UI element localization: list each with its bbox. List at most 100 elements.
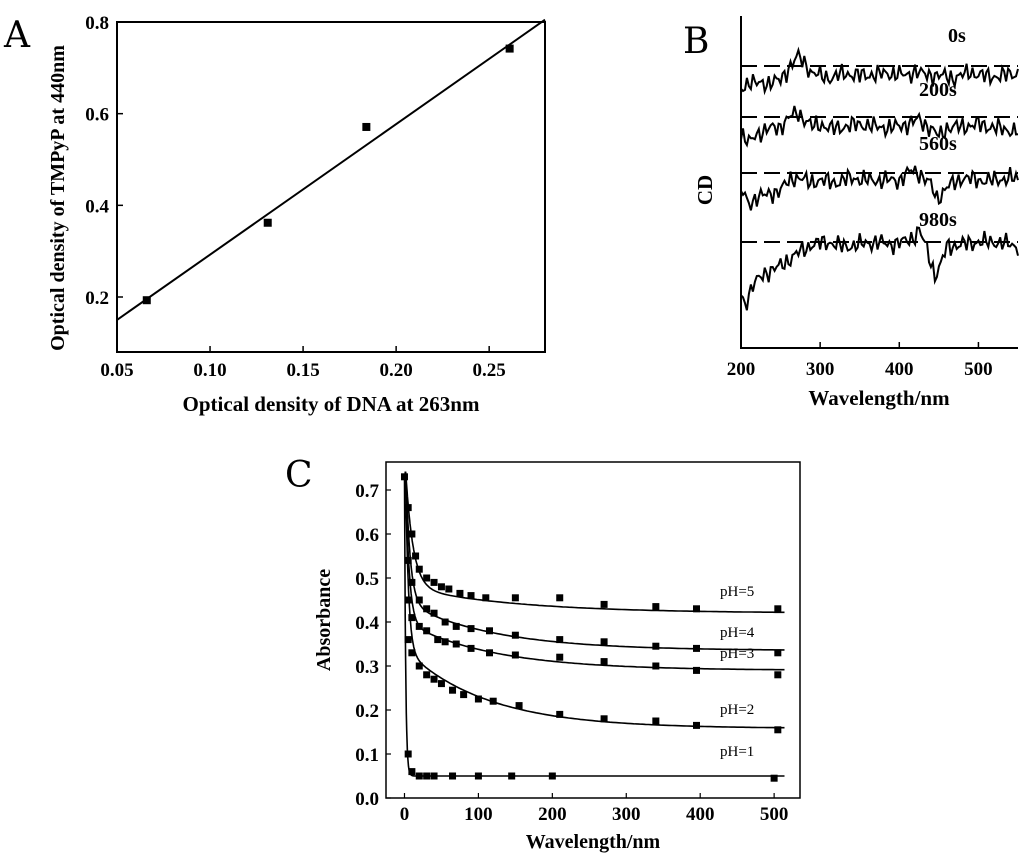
data-point [556, 653, 564, 661]
x-tick-label: 0.15 [286, 360, 319, 381]
trace-label: 0s [948, 25, 966, 47]
panel-c-y-ticks: 0.0 0.1 0.2 0.3 0.4 0.5 0.6 0.7 [355, 481, 391, 810]
data-point [404, 636, 412, 644]
data-point [415, 772, 423, 780]
data-point [774, 649, 782, 657]
data-point [415, 622, 423, 630]
cd-trace [740, 165, 1019, 211]
x-tick-label: 200 [727, 359, 756, 380]
y-tick-label: 0.1 [355, 745, 379, 766]
data-point [511, 594, 519, 602]
data-point [556, 710, 564, 718]
data-point [774, 726, 782, 734]
data-point [263, 218, 272, 227]
panel-c-plot-frame [385, 461, 801, 799]
data-point [505, 44, 514, 53]
y-tick-label: 0.4 [355, 613, 379, 634]
data-point [445, 585, 453, 593]
x-tick-label: 500 [964, 359, 993, 380]
fit-curve [404, 471, 785, 729]
x-tick-label: 100 [464, 804, 493, 825]
panel-b: B 200 300 400 500 0s 200s 560s 980s Wavelength… [683, 16, 1019, 410]
data-point [652, 642, 660, 650]
data-point [142, 296, 151, 305]
data-point [430, 609, 438, 617]
panel-a-plot-frame [116, 21, 546, 353]
trace-label: 980s [919, 209, 957, 231]
fit-curve [404, 471, 785, 651]
data-point [412, 552, 420, 560]
fit-curve [403, 476, 785, 777]
data-point [423, 772, 431, 780]
panel-a-x-axis-title: Optical density of DNA at 263nm [183, 392, 480, 416]
series-label: pH=3 [720, 646, 754, 662]
panel-c-y-axis-title: Absorbance [313, 569, 335, 671]
data-point [486, 627, 493, 635]
data-point [652, 717, 660, 725]
data-point [408, 530, 416, 538]
fit-line [116, 18, 546, 321]
data-point [441, 618, 449, 626]
x-tick-label: 0 [400, 804, 410, 825]
data-point [486, 649, 493, 657]
panel-b-y-axis-title: CD [693, 175, 717, 205]
y-tick-label: 0.6 [355, 525, 379, 546]
data-point [437, 680, 445, 688]
trace-label: 560s [919, 133, 957, 155]
data-point [652, 662, 660, 670]
data-point [693, 721, 700, 729]
data-point [430, 772, 438, 780]
data-point [600, 658, 608, 666]
x-tick-label: 200 [538, 804, 567, 825]
data-point [408, 614, 416, 622]
data-point [467, 625, 475, 633]
x-tick-label: 300 [806, 359, 835, 380]
data-point [556, 636, 564, 644]
data-point [482, 594, 490, 602]
data-point [770, 774, 778, 782]
y-tick-label: 0.5 [355, 569, 379, 590]
y-tick-label: 0.3 [355, 657, 379, 678]
data-point [415, 596, 423, 604]
cd-trace [740, 105, 1019, 148]
data-point [693, 605, 700, 613]
data-point [400, 473, 408, 481]
data-point [404, 750, 412, 758]
data-point [423, 605, 431, 613]
data-point [456, 589, 464, 597]
series-label: pH=5 [720, 584, 754, 600]
data-point [600, 600, 608, 608]
y-tick-label: 0.6 [85, 105, 109, 126]
data-point [511, 651, 519, 659]
data-point [508, 772, 516, 780]
data-point [430, 578, 438, 586]
data-point [437, 583, 445, 591]
y-tick-label: 0.2 [355, 701, 379, 722]
x-tick-label: 0.20 [380, 360, 413, 381]
data-point [441, 638, 449, 646]
panel-b-x-ticks: 200 300 400 500 [727, 342, 993, 380]
data-point [556, 594, 564, 602]
x-tick-label: 500 [760, 804, 789, 825]
data-point [489, 697, 497, 705]
data-point [548, 772, 556, 780]
data-point [511, 631, 519, 639]
data-point [452, 622, 460, 630]
data-point [434, 636, 442, 644]
panel-b-marks: 0s 200s 560s 980s [740, 25, 1019, 311]
data-point [600, 715, 608, 723]
panel-c-x-ticks: 0 100 200 300 400 500 [400, 793, 789, 825]
x-tick-label: 0.25 [473, 360, 506, 381]
panel-b-x-axis-title: Wavelength/nm [808, 386, 950, 410]
trace-label: 200s [919, 79, 957, 101]
data-point [474, 695, 482, 703]
data-point [467, 592, 475, 600]
data-point [415, 565, 423, 573]
data-point [693, 666, 700, 674]
data-point [408, 768, 416, 776]
y-tick-label: 0.7 [355, 481, 379, 502]
y-tick-label: 0.2 [85, 288, 109, 309]
data-point [452, 640, 460, 648]
data-point [430, 675, 438, 683]
